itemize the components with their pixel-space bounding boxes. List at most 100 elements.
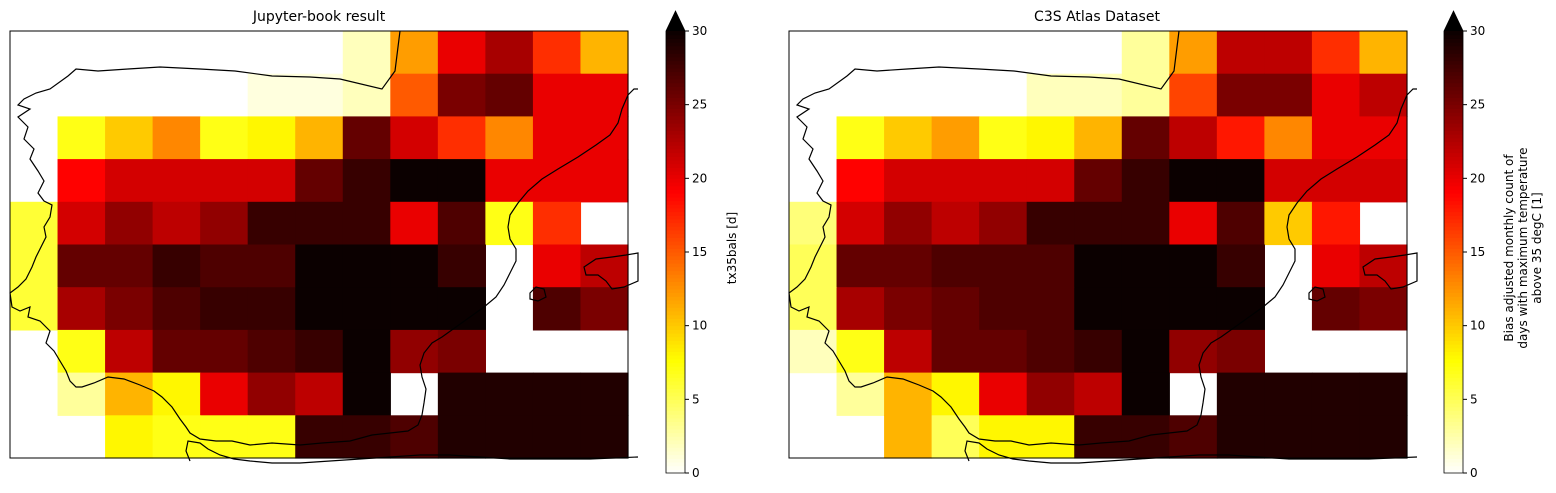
colorbar-tick-label: 15 bbox=[1470, 245, 1485, 259]
heatmap-cell bbox=[152, 244, 201, 288]
heatmap-cell bbox=[532, 415, 582, 459]
heatmap-cell bbox=[200, 159, 249, 203]
colorbar-segment bbox=[666, 417, 685, 423]
heatmap-cell bbox=[295, 73, 344, 117]
colorbar-segment bbox=[666, 274, 685, 279]
heatmap-cell bbox=[1216, 31, 1265, 75]
colorbar-segment bbox=[1444, 182, 1463, 187]
colorbar-tick-label: 5 bbox=[1470, 392, 1478, 406]
colorbar-segment bbox=[666, 156, 685, 161]
heatmap-cell bbox=[1169, 201, 1218, 246]
colorbar-segment bbox=[1444, 75, 1463, 80]
heatmap-cell bbox=[57, 201, 106, 246]
colorbar-segment bbox=[666, 443, 685, 448]
heatmap-cell bbox=[437, 116, 486, 160]
heatmap-cell bbox=[532, 116, 582, 160]
heatmap-cell bbox=[1074, 329, 1123, 374]
coastline-iberia bbox=[788, 30, 1417, 446]
colorbar-segment bbox=[1444, 443, 1463, 448]
colorbar-segment bbox=[1444, 432, 1463, 437]
colorbar-segment bbox=[1444, 325, 1463, 330]
colorbar-segment bbox=[666, 141, 685, 146]
colorbar-tick-label: 10 bbox=[1470, 319, 1485, 333]
colorbar-segment bbox=[666, 67, 685, 73]
coastline-africa bbox=[964, 440, 1418, 464]
colorbar-segment bbox=[1444, 112, 1463, 117]
colorbar-tick-label: 5 bbox=[692, 392, 700, 406]
colorbar-segment bbox=[1444, 115, 1463, 120]
colorbar-segment bbox=[1444, 100, 1463, 106]
heatmap-cell bbox=[1311, 73, 1361, 117]
heatmap-cell bbox=[884, 201, 933, 246]
colorbar-segment bbox=[666, 259, 685, 264]
colorbar-segment bbox=[666, 42, 685, 47]
colorbar-segment bbox=[1444, 141, 1463, 146]
heatmap-cell bbox=[10, 244, 59, 288]
colorbar-segment bbox=[1444, 347, 1463, 353]
colorbar-segment bbox=[666, 229, 685, 235]
heatmap-cell bbox=[1169, 73, 1218, 117]
colorbar-segment bbox=[1444, 358, 1463, 364]
heatmap-cell bbox=[580, 372, 629, 416]
heatmap-cell bbox=[1264, 31, 1313, 75]
heatmap-cell bbox=[1359, 116, 1408, 160]
colorbar-segment bbox=[666, 277, 685, 283]
heatmap-cell bbox=[1074, 372, 1123, 416]
colorbar-segment bbox=[1444, 56, 1463, 62]
heatmap-cell bbox=[295, 287, 344, 331]
heatmap-cell bbox=[295, 244, 344, 288]
colorbar-segment bbox=[666, 355, 685, 360]
colorbar-segment bbox=[666, 395, 685, 400]
colorbar-segment bbox=[666, 340, 685, 345]
heatmap-cell bbox=[57, 159, 106, 203]
heatmap-cell bbox=[979, 244, 1028, 288]
colorbar-segment bbox=[1444, 450, 1463, 456]
colorbar-segment bbox=[666, 410, 685, 415]
coastline-minorca bbox=[1308, 286, 1326, 302]
heatmap-cell bbox=[1026, 415, 1075, 459]
colorbar-segment bbox=[1444, 130, 1463, 135]
colorbar-segment bbox=[666, 189, 685, 194]
colorbar-segment bbox=[666, 333, 685, 338]
colorbar-segment bbox=[666, 182, 685, 187]
colorbar-segment bbox=[666, 384, 685, 389]
colorbar-segment bbox=[666, 362, 685, 367]
colorbar-tick-label: 30 bbox=[692, 24, 707, 38]
heatmap-cell bbox=[1359, 415, 1408, 459]
heatmap-cell bbox=[1216, 287, 1265, 331]
colorbar-segment bbox=[666, 108, 685, 113]
colorbar-segment bbox=[666, 130, 685, 135]
heatmap-cell bbox=[1169, 244, 1218, 288]
colorbar-segment bbox=[1444, 211, 1463, 216]
heatmap-cell bbox=[1311, 372, 1361, 416]
heatmap-cell bbox=[247, 244, 296, 288]
heatmap-cell bbox=[1121, 287, 1170, 331]
coastline-majorca bbox=[583, 252, 639, 290]
heatmap-cell bbox=[390, 415, 439, 459]
heatmap-cell bbox=[105, 201, 154, 246]
colorbar-segment bbox=[1444, 296, 1463, 301]
colorbar-segment bbox=[666, 458, 685, 463]
heatmap-cell bbox=[1121, 372, 1170, 416]
colorbar-segment bbox=[1444, 469, 1463, 474]
colorbar-segment bbox=[666, 414, 685, 419]
colorbar-segment bbox=[666, 53, 685, 58]
heatmap-cell bbox=[295, 116, 344, 160]
colorbar-segment bbox=[1444, 362, 1463, 367]
colorbar-segment bbox=[1444, 207, 1463, 213]
colorbar-tick-label: 0 bbox=[692, 466, 700, 480]
colorbar-segment bbox=[1444, 226, 1463, 231]
heatmap-cell bbox=[884, 116, 933, 160]
colorbar-segment bbox=[1444, 410, 1463, 415]
heatmap-cell bbox=[836, 116, 885, 160]
heatmap-cell bbox=[247, 287, 296, 331]
heatmap-cell bbox=[247, 73, 296, 117]
heatmap-cell bbox=[931, 287, 980, 331]
colorbar-segment bbox=[666, 369, 685, 375]
colorbar-segment bbox=[666, 89, 685, 95]
colorbar-segment bbox=[1444, 248, 1463, 253]
heatmap-cell bbox=[105, 415, 154, 459]
heatmap-cell bbox=[532, 201, 582, 246]
colorbar-segment bbox=[1444, 204, 1463, 209]
heatmap-cell bbox=[437, 415, 486, 459]
